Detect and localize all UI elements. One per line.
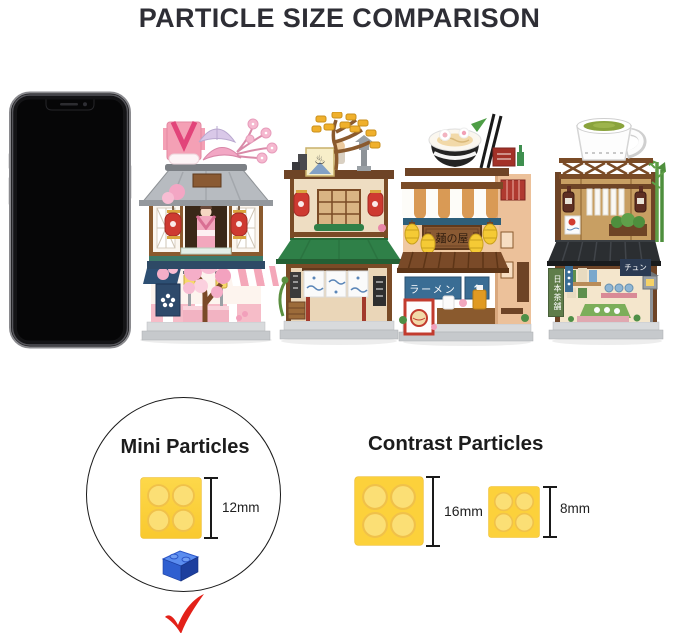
- building-tea-house: 日本茶舗 チュン: [547, 112, 667, 348]
- striped-awning: [401, 182, 503, 219]
- contrast-particles-heading: Contrast Particles: [368, 432, 544, 455]
- large-yellow-brick: [354, 476, 424, 546]
- building-ramen-shop: 麺の屋 ラーメン ↑: [397, 112, 537, 348]
- banner-text: ラーメン: [409, 284, 457, 296]
- red-lantern: [230, 204, 248, 239]
- tea-house-mid-floor: [555, 158, 666, 242]
- leaf-garnish: [471, 118, 487, 132]
- dark-sign: [290, 272, 301, 298]
- small-size-label: 8mm: [560, 501, 590, 516]
- side-door: [517, 262, 529, 302]
- phone-screen: [17, 99, 123, 341]
- phone-camera-dot: [83, 102, 87, 107]
- measure-line-12mm: [203, 476, 219, 540]
- dark-chimney: [292, 154, 307, 170]
- small-yellow-brick: [488, 486, 540, 538]
- pink-striped-awning: [269, 266, 279, 286]
- blue-fascia: [403, 218, 501, 225]
- onsen-sign: ♨: [305, 147, 335, 177]
- building-onsen-bathhouse: ♨: [276, 112, 402, 348]
- stone-lantern: [355, 135, 373, 171]
- slatted-awning: [397, 251, 509, 273]
- red-lantern: [164, 204, 182, 239]
- hot-spring-symbol: ♨: [314, 153, 326, 168]
- mug: [442, 295, 455, 310]
- wooden-sign: [192, 173, 222, 188]
- signboard-text: 麺の屋: [436, 232, 469, 245]
- red-box-sign: [492, 147, 516, 167]
- menu-board: [155, 283, 181, 317]
- measure-line-8mm: [542, 485, 558, 539]
- kimono-display: [163, 120, 205, 165]
- lattice-window: [317, 189, 361, 227]
- sakura-emblem: [160, 293, 176, 308]
- storefront-items: [399, 285, 529, 336]
- side-tower: [495, 174, 531, 324]
- dark-sign: [373, 276, 386, 306]
- bottle-sign: [562, 186, 575, 213]
- rooftop-deck: [284, 170, 394, 179]
- red-lantern: [367, 190, 384, 217]
- bottle-sign: [634, 186, 647, 213]
- balcony-rail: [180, 247, 232, 255]
- bottle: [472, 289, 487, 310]
- vertical-tea-sign: 日本茶舗: [548, 268, 564, 317]
- blue-brick: [156, 546, 202, 586]
- red-checkmark: [160, 592, 208, 633]
- mini-yellow-brick: [140, 477, 202, 539]
- bathhouse-lower-floor: [278, 262, 392, 321]
- blossom-sprigs: [236, 118, 278, 164]
- green-vine: [278, 281, 287, 317]
- measure-line-16mm: [425, 475, 441, 548]
- mini-particles-heading: Mini Particles: [120, 436, 250, 458]
- large-size-label: 16mm: [444, 503, 483, 519]
- green-roof: [276, 234, 402, 264]
- page-title: PARTICLE SIZE COMPARISON: [138, 3, 541, 33]
- noren-curtain: [303, 270, 369, 298]
- building-sakura-kimono-shop: [133, 108, 279, 348]
- balcony-railing: [559, 158, 653, 179]
- phone-speaker: [60, 103, 78, 106]
- navy-fascia: [147, 261, 265, 269]
- pink-shelf: [601, 293, 637, 298]
- mini-particles-circle: [86, 397, 281, 592]
- smartphone: [8, 91, 132, 349]
- counter: [437, 308, 495, 324]
- wooden-crate: [287, 301, 306, 320]
- golden-tree: [311, 112, 381, 171]
- parasols: [198, 126, 242, 161]
- mount-fuji-art: [309, 162, 331, 174]
- rooftop-deck: [405, 168, 509, 176]
- smartphone-illustration: [8, 91, 132, 349]
- shop-upper-floor: [149, 200, 263, 256]
- giant-ramen-bowl: [428, 113, 503, 169]
- mini-size-label: 12mm: [222, 500, 260, 515]
- gray-roof: [139, 164, 273, 206]
- yellow-lanterns: [404, 220, 498, 255]
- teal-ledge: [149, 254, 263, 261]
- flag-banner: [564, 215, 581, 235]
- bathhouse-upper-floor: [290, 178, 388, 238]
- giant-teacup: [576, 118, 647, 161]
- brick-base: [548, 321, 664, 340]
- cup-handle: [627, 129, 644, 156]
- corner-tea-sign: チュン: [620, 259, 651, 276]
- red-lantern: [293, 190, 310, 217]
- chopsticks: [486, 115, 503, 169]
- noren-strips: [586, 188, 625, 216]
- brick-base: [279, 320, 399, 340]
